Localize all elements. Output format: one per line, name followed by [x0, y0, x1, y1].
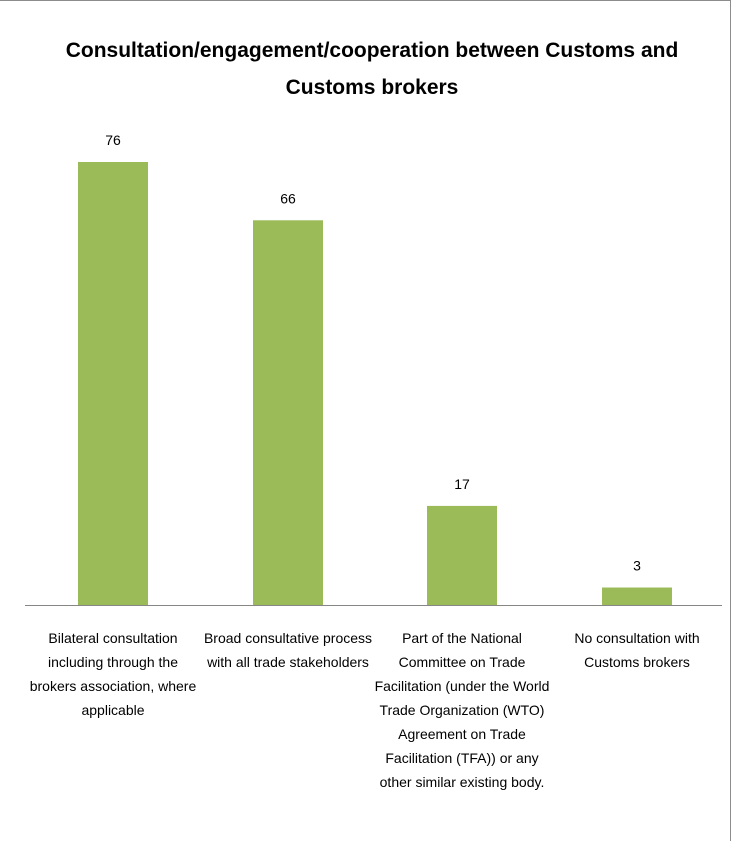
- data-label-1: 76: [105, 132, 121, 148]
- category-label-2-line: with all trade stakeholders: [206, 654, 369, 670]
- bar-1: [78, 162, 148, 605]
- labels-layer: 76 Bilateral consultation including throug…: [30, 132, 700, 790]
- category-label-3-line: other similar existing body.: [380, 774, 545, 790]
- category-label-1: Bilateral consultation including through …: [30, 630, 197, 718]
- category-label-2: Broad consultative process with all trade…: [204, 630, 372, 670]
- category-label-3: Part of the National Committee on Trade Fa…: [375, 630, 550, 790]
- data-label-2: 66: [280, 190, 296, 206]
- data-label-4: 3: [633, 558, 641, 574]
- category-label-3-line: Trade Organization (WTO): [380, 702, 545, 718]
- bar-2: [253, 220, 323, 605]
- category-label-1-line: Bilateral consultation: [48, 630, 177, 646]
- category-label-1-line: applicable: [81, 702, 144, 718]
- category-label-2-line: Broad consultative process: [204, 630, 372, 646]
- category-label-1-line: including through the: [48, 654, 178, 670]
- data-label-3: 17: [454, 476, 470, 492]
- category-label-3-line: Committee on Trade: [399, 654, 526, 670]
- category-label-1-line: brokers association, where: [30, 678, 197, 694]
- category-label-3-line: Agreement on Trade: [398, 726, 526, 742]
- category-label-3-line: Part of the National: [402, 630, 522, 646]
- bar-3: [427, 505, 497, 605]
- category-label-4-line: No consultation with: [574, 630, 699, 646]
- category-label-3-line: Facilitation (under the World: [375, 678, 550, 694]
- chart-title-line-2: Customs brokers: [286, 76, 459, 99]
- bars-layer: [78, 162, 672, 605]
- category-label-4: No consultation with Customs brokers: [574, 630, 699, 670]
- category-label-3-line: Facilitation (TFA)) or any: [385, 750, 538, 766]
- bar-4: [602, 587, 672, 605]
- category-label-4-line: Customs brokers: [584, 654, 690, 670]
- chart-title-line-1: Consultation/engagement/cooperation betw…: [66, 39, 679, 62]
